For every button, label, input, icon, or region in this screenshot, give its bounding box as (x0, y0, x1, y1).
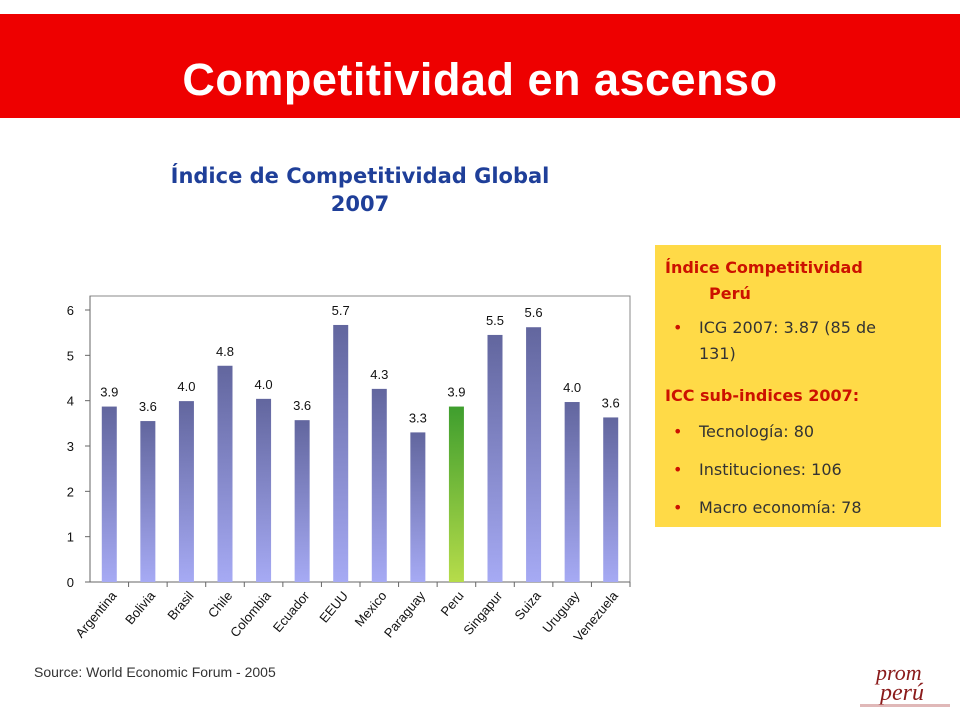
info-heading: Índice Competitividad Perú (665, 255, 920, 307)
y-tick-label: 2 (67, 484, 74, 499)
source-note: Source: World Economic Forum - 2005 (34, 664, 276, 680)
bar-uruguay (564, 402, 580, 582)
data-label-singapur: 5.5 (486, 313, 504, 328)
bullet-tecnologia: • Tecnología: 80 (665, 419, 925, 445)
peru-info-box: Índice Competitividad Perú • ICG 2007: 3… (655, 245, 941, 527)
bar-ecuador (294, 420, 310, 582)
logo-text-peru: perú (880, 680, 924, 706)
bullet-dot: • (673, 460, 683, 479)
data-label-ecuador: 3.6 (293, 398, 311, 413)
title-banner: Competitividad en ascenso (0, 14, 960, 118)
bullet-instituciones-text: Instituciones: 106 (699, 460, 842, 479)
data-label-colombia: 4.0 (255, 377, 273, 392)
y-tick-label: 3 (67, 439, 74, 454)
x-tick-label-suiza: Suiza (511, 588, 544, 623)
x-tick-label-mexico: Mexico (352, 588, 390, 629)
x-tick-label-brasil: Brasil (164, 588, 196, 623)
logo-text-prom: prom (876, 660, 922, 685)
logo-tagline-bar (860, 704, 950, 707)
data-label-eeuu: 5.7 (332, 303, 350, 318)
y-tick-label: 6 (67, 303, 74, 318)
data-label-chile: 4.8 (216, 344, 234, 359)
data-label-peru: 3.9 (447, 385, 465, 400)
plot-area: 0 1 2 3 4 5 6 3.9 Argentina 3.6 Bolivia 4.0 Brasil 4.… (67, 295, 631, 644)
bullet-instituciones: • Instituciones: 106 (665, 457, 925, 483)
bar-mexico (371, 388, 387, 582)
page-title: Competitividad en ascenso (182, 54, 778, 105)
bullet-macro-text: Macro economía: 78 (699, 498, 862, 517)
icc-heading: ICC sub-indices 2007: (665, 386, 860, 405)
bar-argentina (101, 406, 117, 582)
info-heading-line-2: Perú (709, 284, 751, 303)
bullet-dot: • (673, 498, 683, 517)
y-tick-label: 0 (67, 575, 74, 590)
x-tick-label-paraguay: Paraguay (381, 588, 429, 641)
x-tick-label-eeuu: EEUU (316, 588, 351, 625)
x-tick-label-colombia: Colombia (227, 588, 274, 640)
data-label-venezuela: 3.6 (602, 395, 620, 410)
icg-bullet: • ICG 2007: 3.87 (85 de 131) (665, 315, 925, 367)
icg-bullet-line-1: ICG 2007: 3.87 (85 de (699, 318, 876, 337)
data-label-brasil: 4.0 (177, 379, 195, 394)
chart-title-line-2: 2007 (330, 192, 390, 216)
icg-bullet-line-2: 131) (699, 344, 736, 363)
bar-singapur (487, 334, 503, 582)
data-label-uruguay: 4.0 (563, 380, 581, 395)
data-label-bolivia: 3.6 (139, 399, 157, 414)
data-label-suiza: 5.6 (525, 305, 543, 320)
x-tick-label-singapur: Singapur (460, 588, 505, 638)
bullet-tecnologia-text: Tecnología: 80 (699, 422, 815, 441)
bar-eeuu (333, 324, 349, 582)
promperu-logo: prom perú (858, 660, 950, 710)
plot-frame (89, 295, 631, 583)
bullet-dot: • (673, 422, 683, 441)
x-tick-label-chile: Chile (205, 588, 236, 620)
x-tick-label-bolivia: Bolivia (122, 588, 159, 628)
x-tick-label-argentina: Argentina (72, 588, 120, 641)
chart-title: Índice de Competitividad Global 2007 (120, 162, 600, 218)
y-tick-label: 1 (67, 530, 74, 545)
bar-bolivia (140, 421, 156, 582)
bar-brasil (178, 401, 194, 582)
data-label-mexico: 4.3 (370, 367, 388, 382)
y-tick-label: 5 (67, 348, 74, 363)
data-label-argentina: 3.9 (100, 385, 118, 400)
x-tick-label-ecuador: Ecuador (270, 588, 313, 635)
bar-colombia (256, 398, 272, 582)
bar-chile (217, 365, 233, 582)
bar-suiza (526, 327, 542, 582)
bullet-macro: • Macro economía: 78 (665, 495, 925, 521)
bar-venezuela (603, 417, 619, 582)
x-tick-label-peru: Peru (438, 588, 467, 619)
chart-title-line-1: Índice de Competitividad Global (170, 164, 550, 188)
bar-paraguay (410, 432, 426, 582)
data-label-paraguay: 3.3 (409, 410, 427, 425)
y-tick-label: 4 (67, 394, 74, 409)
bar-peru (448, 406, 464, 582)
info-heading-line-1: Índice Competitividad (665, 258, 863, 277)
bullet-dot: • (673, 318, 683, 337)
